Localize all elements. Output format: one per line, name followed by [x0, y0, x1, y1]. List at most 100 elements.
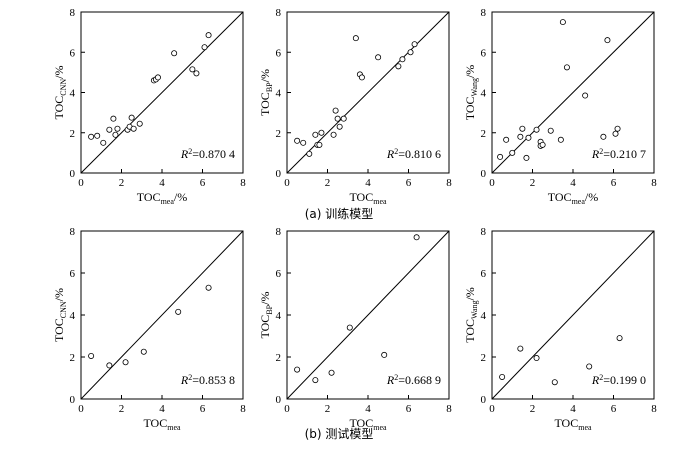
- data-point: [201, 44, 208, 51]
- data-point: [306, 150, 313, 157]
- panel-train-bp: 0 2 4 6 8 0 2 4 6 8 TOCmea TOCBP/% R2=0.810 6: [258, 7, 452, 206]
- identity-line: [80, 11, 244, 174]
- y-tick-label: 2: [276, 352, 282, 364]
- r2-annotation: R2=0.870 4: [180, 147, 235, 161]
- y-tick-label: 0: [70, 394, 76, 406]
- panel-train-cnn: 0 2 4 6 8 0 2 4 6 8 TOCmea/% TOCCNN/% R2=0.870 4: [52, 7, 246, 206]
- data-point: [616, 335, 623, 342]
- data-point: [525, 134, 532, 141]
- data-point: [334, 115, 341, 122]
- y-axis-label: TOCWang/%: [463, 65, 479, 121]
- x-tick-label: 4: [159, 177, 165, 189]
- r2-annotation: R2=0.853 8: [180, 373, 235, 387]
- y-tick-label: 4: [70, 88, 76, 100]
- x-tick-label: 4: [365, 403, 371, 415]
- data-point: [312, 131, 319, 138]
- data-point: [352, 35, 359, 42]
- x-tick-label: 4: [570, 177, 576, 189]
- x-tick-label: 0: [284, 177, 290, 189]
- identity-line: [491, 11, 655, 174]
- y-tick-label: 0: [481, 394, 487, 406]
- x-tick-label: 6: [406, 177, 412, 189]
- y-tick-label: 4: [276, 310, 282, 322]
- y-tick-label: 0: [276, 394, 282, 406]
- x-tick-label: 6: [406, 403, 412, 415]
- y-tick-label: 4: [481, 310, 487, 322]
- data-point: [316, 141, 323, 148]
- identity-line: [491, 230, 655, 400]
- data-point: [193, 70, 200, 77]
- data-point: [586, 363, 593, 370]
- x-tick-label: 8: [240, 177, 246, 189]
- data-point: [509, 149, 516, 156]
- data-point: [612, 130, 619, 137]
- y-tick-label: 6: [481, 268, 487, 280]
- data-point: [395, 63, 402, 70]
- data-point: [300, 139, 307, 146]
- data-point: [312, 377, 319, 384]
- data-point: [205, 284, 212, 291]
- y-tick-label: 2: [70, 352, 76, 364]
- y-tick-label: 0: [481, 168, 487, 180]
- y-tick-label: 6: [70, 47, 76, 59]
- r2-annotation: R2=0.199 0: [591, 373, 646, 387]
- x-tick-label: 2: [325, 403, 331, 415]
- x-tick-label: 2: [530, 177, 536, 189]
- data-point: [88, 352, 95, 359]
- data-point: [336, 123, 343, 130]
- x-tick-label: 2: [530, 403, 536, 415]
- r2-annotation: R2=0.210 7: [591, 147, 646, 161]
- y-tick-label: 4: [70, 310, 76, 322]
- data-point: [294, 137, 301, 144]
- y-tick-label: 8: [276, 7, 282, 19]
- data-point: [563, 64, 570, 71]
- data-point: [519, 125, 526, 132]
- y-tick-label: 8: [276, 226, 282, 238]
- data-point: [399, 56, 406, 63]
- data-point: [189, 66, 196, 73]
- y-axis-label: TOCCNN/%: [52, 65, 68, 119]
- panel-train-wang: 0 2 4 6 8 0 2 4 6 8 TOCmea/% TOCWang/% R2=0.210 7: [463, 7, 657, 206]
- data-point: [523, 154, 530, 161]
- data-point: [411, 41, 418, 48]
- x-tick-label: 0: [489, 403, 495, 415]
- y-tick-label: 6: [276, 268, 282, 280]
- identity-line: [286, 11, 450, 174]
- caption-train: (a) 训练模型: [304, 207, 374, 221]
- data-point: [614, 125, 621, 132]
- data-point: [328, 369, 335, 376]
- x-tick-label: 0: [489, 177, 495, 189]
- data-point: [517, 345, 524, 352]
- data-point: [499, 373, 506, 380]
- x-tick-label: 8: [651, 403, 657, 415]
- data-point: [340, 115, 347, 122]
- x-tick-label: 8: [446, 177, 452, 189]
- x-tick-label: 2: [325, 177, 331, 189]
- y-tick-label: 2: [276, 128, 282, 140]
- data-point: [517, 133, 524, 140]
- data-point: [413, 234, 420, 241]
- data-point: [533, 355, 540, 362]
- y-axis-label: TOCCNN/%: [52, 288, 68, 342]
- y-tick-label: 2: [70, 128, 76, 140]
- r2-annotation: R2=0.668 9: [386, 373, 441, 387]
- y-tick-label: 4: [276, 88, 282, 100]
- data-point: [503, 136, 510, 143]
- data-point: [557, 136, 564, 143]
- y-axis-label: TOCBP/%: [258, 69, 274, 116]
- x-tick-label: 8: [240, 403, 246, 415]
- data-point: [88, 133, 95, 140]
- data-point: [130, 125, 137, 132]
- y-tick-label: 8: [70, 7, 76, 19]
- x-tick-label: 0: [78, 177, 84, 189]
- data-point: [332, 107, 339, 114]
- data-point: [330, 131, 337, 138]
- data-point: [122, 359, 129, 366]
- y-tick-label: 8: [481, 226, 487, 238]
- data-point: [533, 126, 540, 133]
- x-tick-label: 2: [119, 403, 125, 415]
- data-point: [140, 348, 147, 355]
- x-tick-label: 6: [200, 403, 206, 415]
- data-point: [497, 153, 504, 160]
